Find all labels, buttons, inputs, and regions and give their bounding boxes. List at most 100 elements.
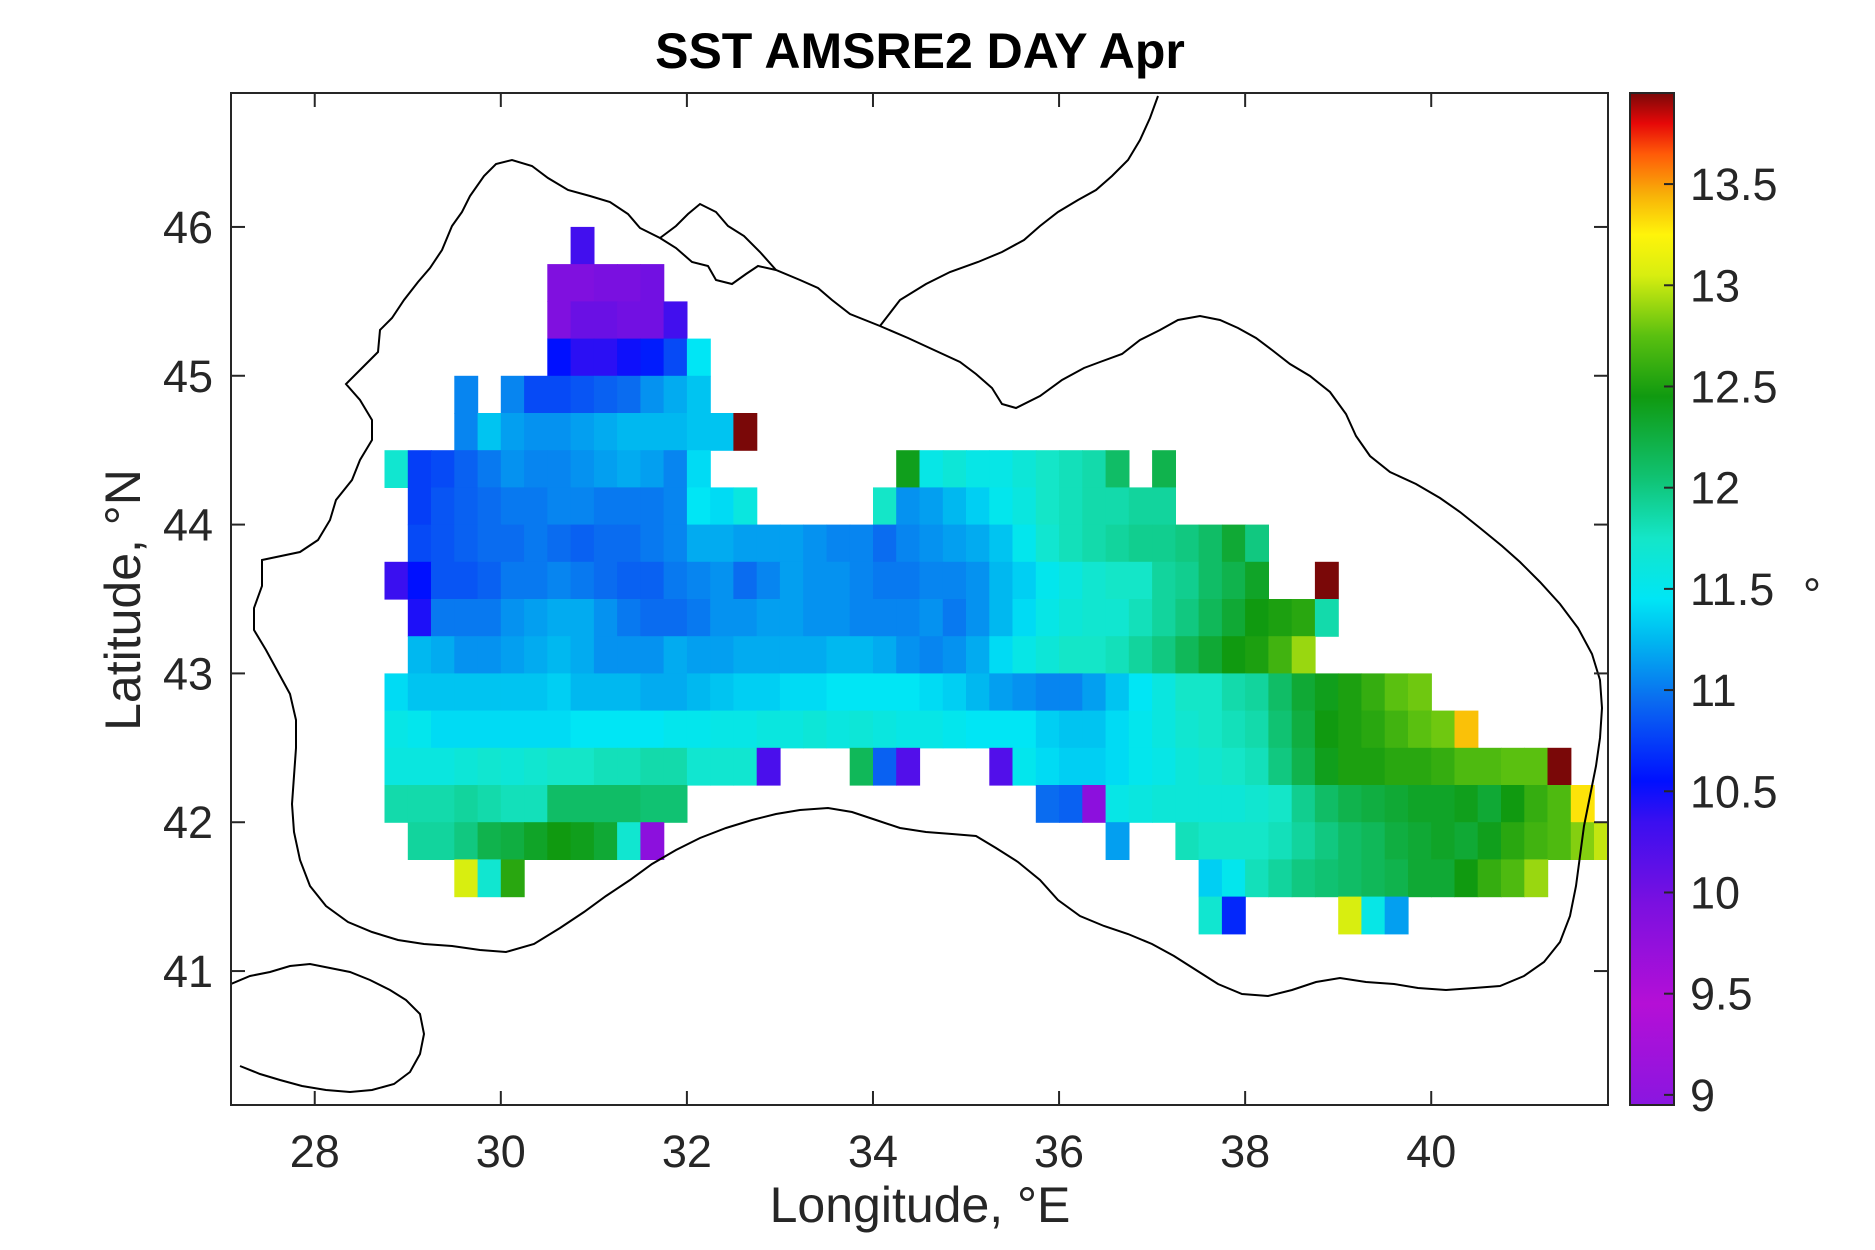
sst-cell: [896, 599, 921, 637]
sst-cell: [1105, 524, 1130, 563]
sst-cell: [1152, 599, 1176, 637]
sst-cell: [1175, 710, 1200, 749]
sst-cell: [500, 413, 525, 451]
map-title: SST AMSRE2 DAY Apr: [655, 23, 1185, 79]
sst-cell: [640, 487, 665, 526]
sst-cell: [919, 524, 944, 563]
sst-cell: [1431, 859, 1456, 898]
sst-cell: [593, 822, 618, 860]
sst-cell: [663, 710, 688, 749]
sst-cell: [873, 524, 897, 563]
sst-cell: [896, 710, 921, 749]
sst-cell: [803, 599, 828, 637]
sst-cell: [547, 673, 572, 712]
sst-cell: [942, 710, 967, 749]
sst-cell: [524, 785, 548, 823]
sst-cell: [407, 673, 432, 712]
sst-cell: [431, 747, 455, 786]
sst-cell: [593, 487, 618, 526]
sst-cell: [1175, 747, 1200, 786]
sst-cell: [570, 264, 595, 302]
sst-cell: [431, 524, 455, 563]
sst-cell: [1291, 636, 1316, 674]
sst-cell: [1245, 561, 1269, 600]
colorbar-tick-label: 9.5: [1690, 969, 1753, 1020]
sst-cell: [570, 524, 595, 563]
sst-cell: [710, 524, 735, 563]
sst-cell: [1314, 859, 1339, 898]
sst-cell: [407, 599, 432, 637]
sst-cell: [617, 450, 641, 488]
sst-cell: [663, 636, 688, 674]
sst-cell: [570, 673, 595, 712]
sst-cell: [1175, 561, 1200, 600]
sst-cell: [1547, 822, 1572, 860]
sst-cell: [1128, 710, 1153, 749]
sst-cell: [1431, 785, 1456, 823]
sst-cell: [570, 710, 595, 749]
sst-cell: [617, 822, 641, 860]
sst-cell: [570, 561, 595, 600]
sst-cell: [686, 599, 711, 637]
sst-cell: [524, 636, 548, 674]
sst-cell: [1198, 673, 1223, 712]
sst-cell: [1408, 859, 1432, 898]
sst-cell: [1105, 487, 1130, 526]
colorbar-tick-label: 11: [1690, 665, 1737, 716]
sst-cell: [1059, 785, 1083, 823]
sst-cell: [1291, 710, 1316, 749]
x-tick-label: 30: [476, 1126, 526, 1177]
sst-cell: [1338, 710, 1363, 749]
azov-coastline: [879, 95, 1159, 327]
sst-cell: [1035, 599, 1060, 637]
sst-cell: [454, 375, 479, 414]
sst-cell: [570, 785, 595, 823]
sst-cell: [1338, 822, 1363, 860]
sst-cell: [570, 226, 595, 265]
sst-cell: [826, 636, 851, 674]
sst-cell: [1454, 859, 1479, 898]
sst-cell: [710, 487, 735, 526]
sst-cell: [617, 375, 641, 414]
sst-cell: [1082, 561, 1107, 600]
x-tick-label: 32: [662, 1126, 712, 1177]
sst-cell: [524, 599, 548, 637]
sst-cell: [1152, 524, 1176, 563]
sst-cell: [431, 450, 455, 488]
sst-cell: [384, 561, 409, 600]
sst-cell: [593, 747, 618, 786]
sst-cell: [617, 487, 641, 526]
sst-cell: [477, 673, 502, 712]
sst-cell: [1501, 747, 1525, 786]
sst-cell: [826, 524, 851, 563]
sst-cell: [733, 487, 758, 526]
sst-cell: [663, 673, 688, 712]
sst-cell: [942, 524, 967, 563]
sst-cell: [1082, 710, 1107, 749]
sst-cell: [547, 301, 572, 340]
sst-cell: [593, 599, 618, 637]
sst-cell: [989, 747, 1014, 786]
sst-cell: [570, 822, 595, 860]
sst-cell: [966, 599, 990, 637]
sst-cell: [1082, 487, 1107, 526]
sst-cell: [756, 636, 781, 674]
sst-cell: [919, 561, 944, 600]
sst-cell: [663, 599, 688, 637]
sst-cell: [431, 561, 455, 600]
sst-cell: [1501, 785, 1525, 823]
sst-cell: [1128, 561, 1153, 600]
y-axis-ticks: 46 45 44 43 42 41: [163, 202, 1608, 997]
sst-cell: [966, 487, 990, 526]
sst-cell: [919, 673, 944, 712]
sst-cell: [1128, 747, 1153, 786]
sst-cell: [733, 673, 758, 712]
sst-cell: [570, 338, 595, 377]
sst-cell: [686, 413, 711, 451]
sst-cell: [407, 710, 432, 749]
sst-cell: [593, 524, 618, 563]
sst-cell: [1198, 896, 1223, 935]
sst-cell: [826, 673, 851, 712]
sst-cell: [733, 747, 758, 786]
